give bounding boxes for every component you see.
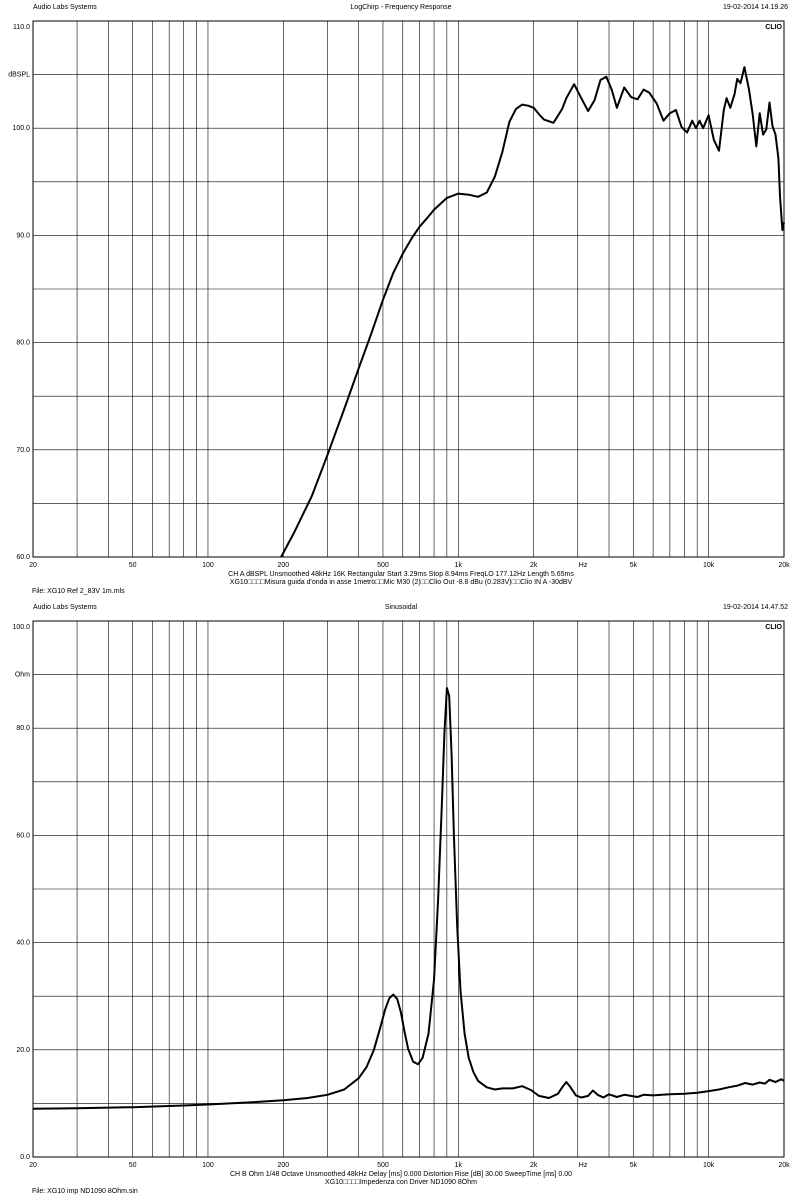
x-axis-unit-label: Hz xyxy=(579,562,588,569)
x-tick-label: 500 xyxy=(377,562,389,569)
header-timestamp: 19-02-2014 14.19.26 xyxy=(723,4,788,11)
y-axis-label: Ohm xyxy=(15,672,30,679)
y-tick-label: 90.0 xyxy=(16,232,30,239)
x-tick-label: 200 xyxy=(277,562,289,569)
x-tick-label: 20k xyxy=(778,1162,790,1169)
footer-line: XG10□□□□Misura guida d'onda in asse 1met… xyxy=(229,579,573,586)
footer-line: CH A dBSPL Unsmoothed 48kHz 16K Rectangu… xyxy=(228,571,574,578)
file-name: File: XG10 imp ND1090 8Ohm.sin xyxy=(32,1188,138,1195)
chart-title: LogChirp - Frequency Response xyxy=(350,4,452,11)
measurement-settings: CH A dBSPL Unsmoothed 48kHz 16K Rectangu… xyxy=(0,571,802,587)
measurement-settings: CH B Ohm 1/48 Octave Unsmoothed 48kHz De… xyxy=(0,1171,802,1187)
series-line xyxy=(280,66,785,558)
y-tick-label: 20.0 xyxy=(16,1047,30,1054)
y-tick-label: 60.0 xyxy=(16,832,30,839)
x-tick-label: 100 xyxy=(202,562,214,569)
footer-line: XG10□□□□Impedenza con Driver ND1090 8Ohm xyxy=(325,1179,477,1186)
x-tick-label: 50 xyxy=(129,562,137,569)
x-tick-label: 5k xyxy=(630,1162,638,1169)
x-tick-label: 1k xyxy=(455,1162,463,1169)
header-company: Audio Labs Systems xyxy=(33,604,97,611)
x-tick-label: 20 xyxy=(29,1162,37,1169)
frequency-response-panel: Audio Labs Systems LogChirp - Frequency … xyxy=(0,4,802,595)
x-tick-label: 20k xyxy=(778,562,790,569)
y-tick-label: 0.0 xyxy=(20,1154,30,1161)
clio-logo: CLIO xyxy=(765,24,782,31)
clio-logo: CLIO xyxy=(765,624,782,631)
impedance-chart: 0.0 20.0 40.0 60.0 80.0 100.0 Ohm 20 50 100 200 500… xyxy=(12,620,790,1169)
y-tick-label: 80.0 xyxy=(16,340,30,347)
x-tick-label: 100 xyxy=(202,1162,214,1169)
series-line xyxy=(32,687,785,1110)
y-axis-label: dBSPL xyxy=(8,72,30,79)
y-tick-label: 110.0 xyxy=(13,24,30,31)
y-tick-label: 100.0 xyxy=(12,624,30,631)
header-company: Audio Labs Systems xyxy=(33,4,97,11)
x-tick-label: 5k xyxy=(630,562,638,569)
x-tick-label: 200 xyxy=(277,1162,289,1169)
x-tick-label: 10k xyxy=(703,1162,715,1169)
x-tick-label: 50 xyxy=(129,1162,137,1169)
impedance-panel: Audio Labs Systems Sinusoidal 19-02-2014… xyxy=(0,600,802,1200)
frequency-response-chart: 60.0 70.0 80.0 90.0 100.0 110.0 dBSPL 20 50 100 20… xyxy=(8,20,790,569)
header-timestamp: 19-02-2014 14.47.52 xyxy=(723,604,788,611)
x-tick-label: 1k xyxy=(455,562,463,569)
y-tick-label: 100.0 xyxy=(12,125,30,132)
x-tick-label: 2k xyxy=(530,1162,538,1169)
y-tick-label: 70.0 xyxy=(16,447,30,454)
y-tick-label: 60.0 xyxy=(16,554,30,561)
x-tick-label: 10k xyxy=(703,562,715,569)
file-name: File: XG10 Ref 2_83V 1m.mls xyxy=(32,588,125,595)
x-tick-label: 20 xyxy=(29,562,37,569)
y-tick-label: 40.0 xyxy=(16,940,30,947)
x-tick-label: 500 xyxy=(377,1162,389,1169)
y-tick-label: 80.0 xyxy=(16,725,30,732)
x-axis-unit-label: Hz xyxy=(579,1162,588,1169)
footer-line: CH B Ohm 1/48 Octave Unsmoothed 48kHz De… xyxy=(229,1171,573,1178)
chart-title: Sinusoidal xyxy=(384,604,418,611)
x-tick-label: 2k xyxy=(530,562,538,569)
